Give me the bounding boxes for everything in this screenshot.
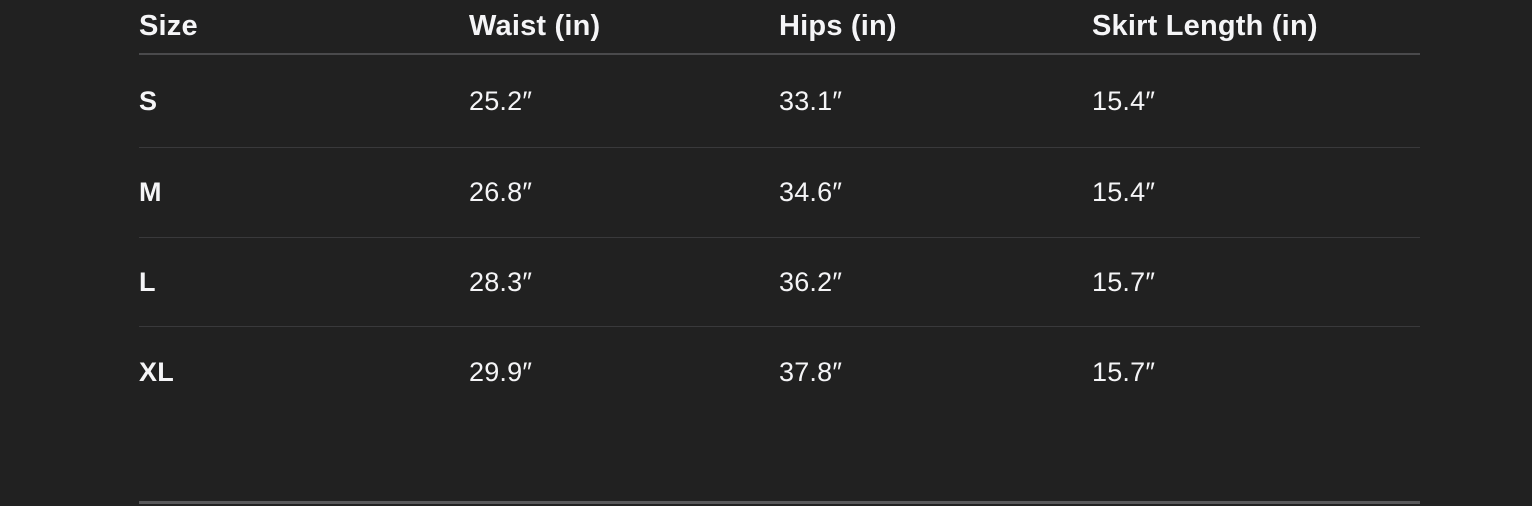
bottom-divider: [139, 501, 1420, 504]
waist-cell: 26.8″: [469, 147, 779, 238]
waist-cell: 28.3″: [469, 237, 779, 327]
hips-cell: 37.8″: [779, 356, 843, 387]
hips-cell: 36.2″: [779, 237, 1092, 327]
column-header-skirt-length: Skirt Length (in): [1092, 0, 1420, 55]
waist-cell: 25.2″: [469, 54, 779, 148]
table-row-xl: XL 29.9″ 37.8″ 15.7″: [139, 327, 1420, 418]
header-row: Size Waist (in) Hips (in) Skirt Length (…: [139, 0, 1420, 55]
size-cell: M: [139, 147, 469, 238]
skirt-length-cell: 15.4″: [1092, 54, 1420, 148]
size-chart: Size Waist (in) Hips (in) Skirt Length (…: [139, 0, 1420, 504]
waist-cell: 29.9″: [469, 356, 533, 387]
size-cell: XL: [139, 356, 174, 387]
skirt-length-cell: 15.7″: [1092, 356, 1156, 387]
column-header-hips: Hips (in): [779, 0, 1092, 55]
table-row-l: L 28.3″ 36.2″ 15.7″: [139, 237, 1420, 327]
column-header-size: Size: [139, 0, 469, 55]
hips-cell: 34.6″: [779, 147, 1092, 238]
table-row-s: S 25.2″ 33.1″ 15.4″: [139, 54, 1420, 148]
hips-cell: 33.1″: [779, 54, 1092, 148]
column-header-waist: Waist (in): [469, 0, 779, 55]
table-row-m: M 26.8″ 34.6″ 15.4″: [139, 147, 1420, 238]
size-chart-table: Size Waist (in) Hips (in) Skirt Length (…: [139, 0, 1420, 417]
skirt-length-cell: 15.4″: [1092, 147, 1420, 238]
size-cell: L: [139, 237, 469, 327]
skirt-length-cell: 15.7″: [1092, 237, 1420, 327]
size-cell: S: [139, 54, 469, 148]
